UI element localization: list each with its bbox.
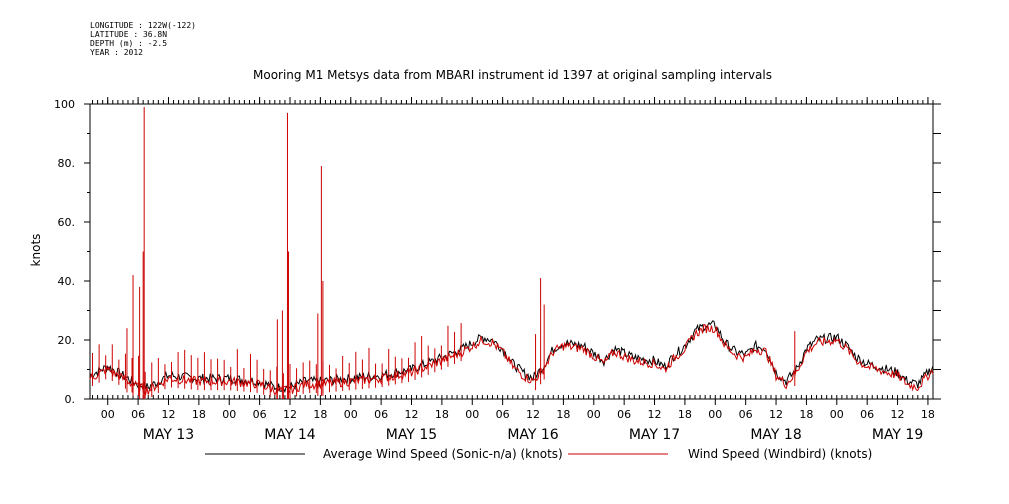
day-label: MAY 19 bbox=[872, 427, 923, 443]
day-label: MAY 14 bbox=[264, 427, 315, 443]
x-tick-label: 12 bbox=[648, 408, 662, 421]
chart-title: Mooring M1 Metsys data from MBARI instru… bbox=[253, 68, 772, 82]
y-tick-label: 40. bbox=[58, 275, 76, 288]
depth-text: DEPTH (m) : -2.5 bbox=[90, 39, 168, 48]
x-tick-label: 00 bbox=[830, 408, 844, 421]
x-tick-label: 18 bbox=[921, 408, 935, 421]
latitude-text: LATITUDE : 36.8N bbox=[90, 30, 168, 39]
x-tick-label: 12 bbox=[161, 408, 175, 421]
x-tick-label: 06 bbox=[739, 408, 753, 421]
x-tick-label: 18 bbox=[678, 408, 692, 421]
x-tick-label: 12 bbox=[405, 408, 419, 421]
x-tick-label: 18 bbox=[556, 408, 570, 421]
x-tick-label: 18 bbox=[435, 408, 449, 421]
y-tick-label: 0. bbox=[65, 393, 76, 406]
series-line-sonic bbox=[89, 320, 934, 394]
day-label: MAY 16 bbox=[507, 427, 558, 443]
x-tick-label: 06 bbox=[617, 408, 631, 421]
x-tick-label: 00 bbox=[101, 408, 115, 421]
x-tick-label: 06 bbox=[131, 408, 145, 421]
x-tick-label: 12 bbox=[769, 408, 783, 421]
y-tick-label: 60. bbox=[58, 216, 76, 229]
legend-label-windbird: Wind Speed (Windbird) (knots) bbox=[688, 447, 872, 461]
plot-frame bbox=[89, 103, 934, 400]
x-tick-label: 06 bbox=[253, 408, 267, 421]
y-axis-label: knots bbox=[29, 234, 43, 267]
day-label: MAY 17 bbox=[629, 427, 680, 443]
x-tick-label: 12 bbox=[526, 408, 540, 421]
x-tick-label: 12 bbox=[891, 408, 905, 421]
day-label: MAY 18 bbox=[750, 427, 801, 443]
x-tick-label: 06 bbox=[496, 408, 510, 421]
x-tick-label: 18 bbox=[799, 408, 813, 421]
x-tick-label: 00 bbox=[587, 408, 601, 421]
metadata-block: LONGITUDE : 122W(-122) LATITUDE : 36.8N … bbox=[90, 21, 196, 57]
series-line-windbird bbox=[89, 323, 934, 396]
x-tick-label: 00 bbox=[222, 408, 236, 421]
y-tick-label: 100 bbox=[54, 98, 75, 111]
legend-label-sonic: Average Wind Speed (Sonic-n/a) (knots) bbox=[323, 447, 563, 461]
x-tick-label: 12 bbox=[283, 408, 297, 421]
day-label: MAY 15 bbox=[386, 427, 437, 443]
x-tick-label: 18 bbox=[313, 408, 327, 421]
x-tick-label: 00 bbox=[708, 408, 722, 421]
x-tick-label: 18 bbox=[192, 408, 206, 421]
longitude-text: LONGITUDE : 122W(-122) bbox=[90, 21, 196, 30]
x-tick-label: 06 bbox=[374, 408, 388, 421]
x-tick-label: 06 bbox=[860, 408, 874, 421]
y-tick-label: 20. bbox=[58, 334, 76, 347]
x-tick-label: 00 bbox=[344, 408, 358, 421]
y-tick-label: 80. bbox=[58, 157, 76, 170]
day-label: MAY 13 bbox=[143, 427, 194, 443]
year-text: YEAR : 2012 bbox=[90, 48, 143, 57]
x-tick-label: 00 bbox=[465, 408, 479, 421]
